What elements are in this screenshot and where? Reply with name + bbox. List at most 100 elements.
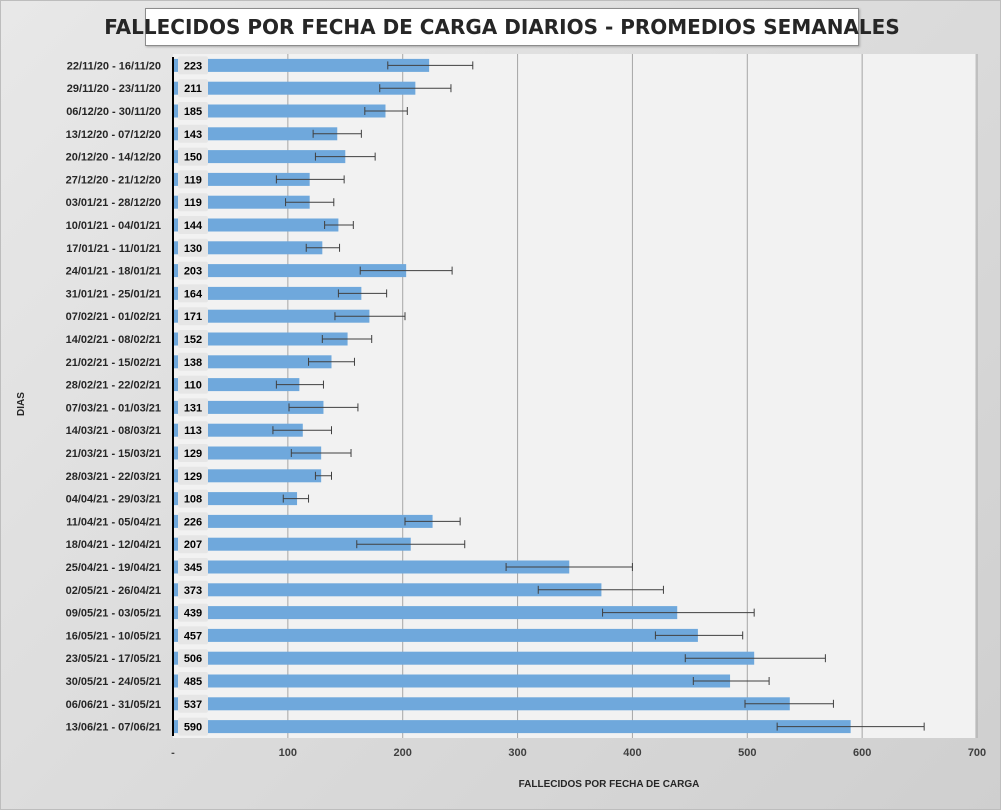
- x-axis-title: FALLECIDOS POR FECHA DE CARGA: [519, 779, 700, 790]
- gridlines: [287, 54, 978, 738]
- bar: [173, 127, 338, 141]
- bar: [173, 81, 416, 95]
- value-label: 164: [184, 288, 203, 300]
- value-label-bg: [178, 558, 208, 576]
- value-label: 373: [184, 585, 202, 597]
- value-label-bg: [178, 603, 208, 622]
- bar: [173, 583, 602, 597]
- value-label-bg: [178, 489, 208, 508]
- value-label-bg: [178, 626, 208, 645]
- bar: [173, 104, 386, 118]
- bar: [173, 58, 430, 72]
- bar: [173, 697, 790, 711]
- bar: [173, 286, 362, 300]
- value-label-bg: [178, 421, 208, 440]
- x-tick-label: 100: [279, 747, 297, 759]
- category-label: 13/06/21 - 07/06/21: [66, 722, 161, 734]
- bar: [173, 560, 570, 574]
- category-label: 29/11/20 - 23/11/20: [67, 83, 161, 95]
- value-label-bg: [178, 717, 208, 736]
- value-label-bg: [178, 375, 208, 394]
- value-label-bg: [178, 694, 208, 713]
- value-label: 131: [184, 402, 202, 414]
- value-labels-group: 223 211 185 143 150 119 119 144 130 203 164 171 152 1…: [178, 56, 208, 736]
- category-label: 11/04/21 - 05/04/21: [66, 516, 161, 528]
- category-label: 07/02/21 - 01/02/21: [66, 311, 161, 323]
- category-label: 21/02/21 - 15/02/21: [66, 357, 161, 369]
- value-label-bg: [178, 307, 208, 326]
- category-label: 10/01/21 - 04/01/21: [66, 220, 161, 232]
- bar: [173, 674, 731, 688]
- bar: [173, 264, 407, 278]
- category-label: 21/03/21 - 15/03/21: [66, 448, 161, 460]
- x-tick-label: 300: [508, 747, 526, 759]
- value-label-bg: [178, 102, 208, 120]
- value-label-bg: [178, 261, 208, 280]
- x-tick-label: 400: [623, 747, 641, 759]
- value-label-bg: [178, 79, 208, 98]
- bar: [173, 651, 755, 665]
- value-label-bg: [178, 352, 208, 371]
- value-label: 457: [184, 630, 202, 642]
- category-label: 16/05/21 - 10/05/21: [66, 630, 161, 642]
- value-label-bg: [178, 672, 208, 690]
- value-label: 506: [184, 653, 202, 665]
- value-label-bg: [178, 238, 208, 257]
- value-label-bg: [178, 535, 208, 554]
- category-label: 14/03/21 - 08/03/21: [66, 425, 161, 437]
- value-label: 185: [184, 106, 202, 118]
- category-label: 06/06/21 - 31/05/21: [66, 699, 161, 711]
- category-label: 04/04/21 - 29/03/21: [66, 494, 161, 506]
- value-label-bg: [178, 56, 208, 75]
- chart-title-box: FALLECIDOS POR FECHA DE CARGA DIARIOS - …: [104, 8, 900, 46]
- bar: [173, 332, 348, 346]
- value-label: 130: [184, 243, 202, 255]
- y-axis-title: DIAS: [16, 392, 27, 416]
- value-label: 590: [184, 722, 202, 734]
- value-label: 171: [184, 311, 202, 323]
- category-label: 31/01/21 - 25/01/21: [66, 288, 161, 300]
- bar: [173, 469, 322, 483]
- bar: [173, 218, 339, 232]
- category-label: 02/05/21 - 26/04/21: [66, 585, 161, 597]
- bar: [173, 241, 323, 255]
- category-label: 24/01/21 - 18/01/21: [66, 266, 161, 278]
- value-label-bg: [178, 512, 208, 531]
- value-label: 119: [184, 197, 202, 209]
- value-label-bg: [178, 170, 208, 189]
- value-label: 150: [184, 152, 202, 164]
- bar: [173, 606, 678, 620]
- value-label-bg: [178, 330, 208, 348]
- category-label: 20/12/20 - 14/12/20: [66, 152, 161, 164]
- value-label: 345: [184, 562, 202, 574]
- category-label: 14/02/21 - 08/02/21: [66, 334, 161, 346]
- value-label: 110: [184, 380, 202, 392]
- category-label: 25/04/21 - 19/04/21: [66, 562, 161, 574]
- value-label-bg: [178, 193, 208, 212]
- bar: [173, 446, 322, 460]
- value-label: 129: [184, 448, 202, 460]
- x-tick-labels-group: - 100 200 300 400 500 600 700: [171, 747, 986, 759]
- value-label: 108: [184, 494, 202, 506]
- value-label: 144: [184, 220, 203, 232]
- category-label: 06/12/20 - 30/11/20: [66, 106, 161, 118]
- value-label-bg: [178, 580, 208, 599]
- bar: [173, 537, 411, 551]
- category-label: 18/04/21 - 12/04/21: [66, 539, 161, 551]
- x-tick-label: -: [171, 747, 175, 759]
- bar: [173, 400, 324, 414]
- value-label: 113: [184, 425, 202, 437]
- category-label: 13/12/20 - 07/12/20: [66, 129, 161, 141]
- category-label: 17/01/21 - 11/01/21: [66, 243, 161, 255]
- chart-title: FALLECIDOS POR FECHA DE CARGA DIARIOS - …: [104, 15, 900, 39]
- value-label-bg: [178, 649, 208, 668]
- bar: [173, 309, 370, 323]
- category-label: 30/05/21 - 24/05/21: [66, 676, 161, 688]
- category-label: 09/05/21 - 03/05/21: [66, 608, 161, 620]
- value-label: 211: [184, 83, 202, 95]
- category-labels-group: 22/11/20 - 16/11/20 29/11/20 - 23/11/20 06…: [66, 60, 161, 733]
- value-label: 119: [184, 174, 202, 186]
- bars-group: [173, 58, 851, 734]
- value-label: 207: [184, 539, 202, 551]
- value-label-bg: [178, 444, 208, 462]
